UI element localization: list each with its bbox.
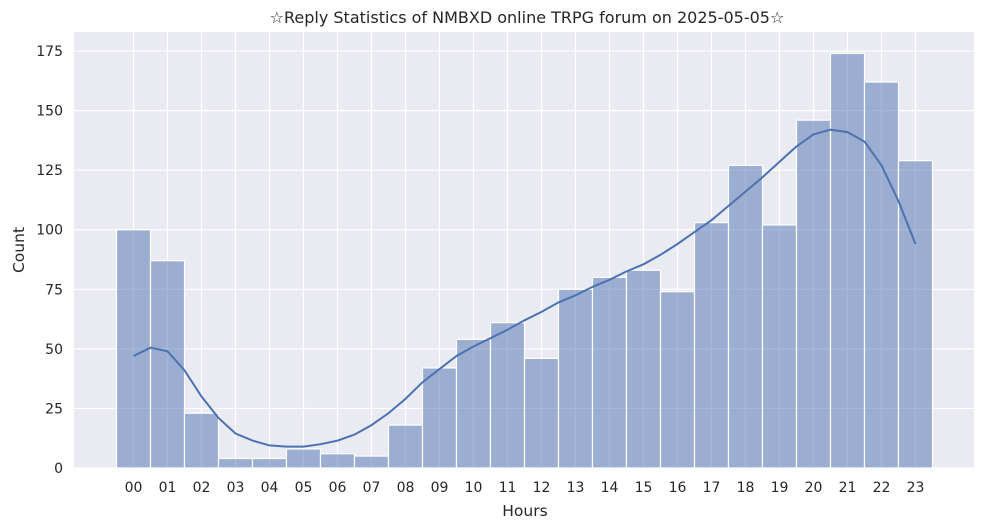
- bar-03: [217, 457, 254, 469]
- bar-10: [455, 338, 492, 469]
- x-tick-label: 02: [193, 480, 211, 496]
- x-tick-label: 05: [295, 480, 313, 496]
- bar-05: [285, 448, 322, 469]
- y-tick-label: 75: [45, 282, 63, 298]
- bar-19: [761, 224, 798, 469]
- x-tick-label: 23: [907, 480, 925, 496]
- x-tick-label: 21: [839, 480, 857, 496]
- x-tick-label: 20: [805, 480, 823, 496]
- bar-18: [727, 164, 764, 469]
- bar-11: [489, 322, 526, 469]
- bar-07: [353, 455, 390, 469]
- bar-06: [319, 453, 356, 469]
- bar-13: [557, 288, 594, 469]
- y-tick-label: 175: [36, 44, 63, 60]
- bar-00: [115, 229, 152, 469]
- bar-12: [523, 357, 560, 469]
- bar-17: [693, 222, 730, 469]
- y-ticks: 0 25 50 75 100 125 150 175: [36, 44, 63, 477]
- x-tick-label: 03: [227, 480, 245, 496]
- x-ticks: 00 01 02 03 04 05 06 07 08 09 10 11 12 13 14 15 16 17 18 19…: [125, 480, 925, 496]
- y-tick-label: 25: [45, 401, 63, 417]
- x-tick-label: 08: [397, 480, 415, 496]
- bar-04: [251, 457, 288, 469]
- x-tick-label: 10: [465, 480, 483, 496]
- x-tick-label: 06: [329, 480, 347, 496]
- x-tick-label: 16: [669, 480, 687, 496]
- x-tick-label: 01: [159, 480, 177, 496]
- y-tick-label: 0: [54, 461, 63, 477]
- x-tick-label: 17: [703, 480, 721, 496]
- bar-15: [625, 269, 662, 469]
- y-tick-label: 150: [36, 104, 63, 120]
- x-tick-label: 22: [873, 480, 891, 496]
- bar-02: [183, 412, 220, 469]
- x-tick-label: 09: [431, 480, 449, 496]
- y-axis-label: Count: [10, 227, 28, 273]
- chart-title: ☆Reply Statistics of NMBXD online TRPG f…: [270, 8, 785, 27]
- x-axis-label: Hours: [502, 502, 547, 520]
- bar-09: [421, 367, 458, 469]
- x-tick-label: 13: [567, 480, 585, 496]
- bar-14: [591, 276, 628, 469]
- x-tick-label: 18: [737, 480, 755, 496]
- x-tick-label: 04: [261, 480, 279, 496]
- bar-22: [863, 81, 900, 469]
- bar-21: [829, 52, 866, 469]
- x-tick-label: 11: [499, 480, 517, 496]
- y-tick-label: 125: [36, 163, 63, 179]
- kde-line: [133, 128, 917, 448]
- x-tick-label: 12: [533, 480, 551, 496]
- x-tick-label: 15: [635, 480, 653, 496]
- y-tick-label: 100: [36, 223, 63, 239]
- bar-23: [897, 160, 934, 469]
- x-tick-label: 14: [601, 480, 619, 496]
- bar-16: [659, 291, 696, 469]
- y-tick-label: 50: [45, 342, 63, 358]
- bar-20: [795, 119, 832, 469]
- x-tick-label: 07: [363, 480, 381, 496]
- x-tick-label: 19: [771, 480, 789, 496]
- bar-08: [387, 424, 424, 469]
- x-tick-label: 00: [125, 480, 143, 496]
